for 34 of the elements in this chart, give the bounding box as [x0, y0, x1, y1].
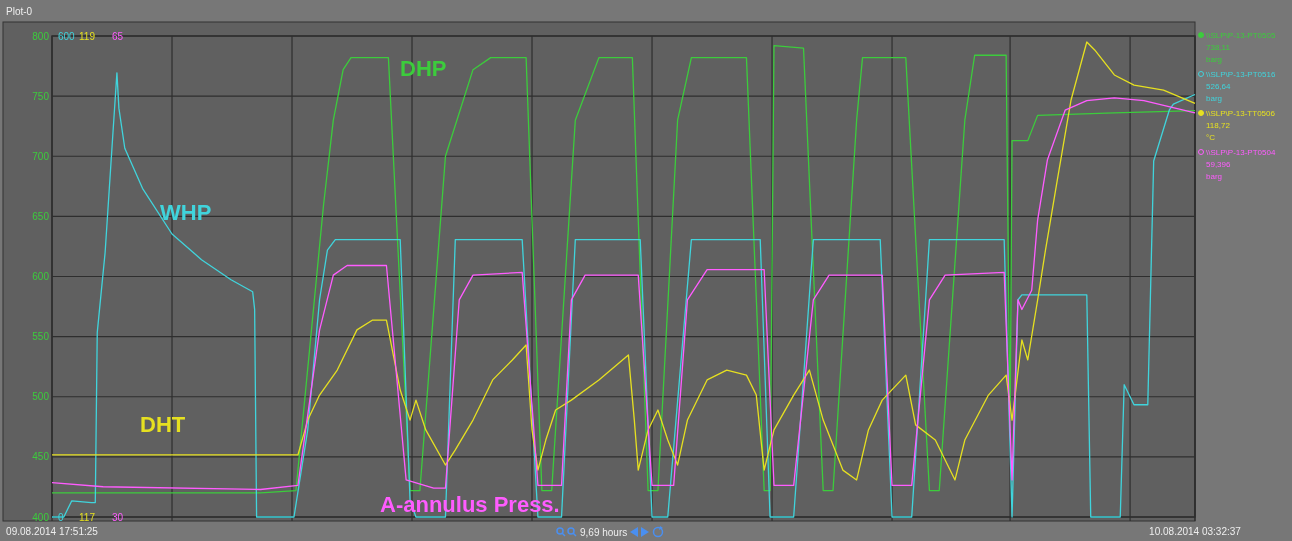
y-tick-label: 600 [32, 271, 50, 282]
y-tick-label: 450 [32, 451, 50, 463]
y2-tick-label: 600 [58, 30, 76, 42]
y-tick-label: 700 [32, 150, 50, 162]
x-tick-label: 09.08.2014 17:51:25 [6, 526, 99, 537]
y-tick-label: 650 [32, 210, 50, 222]
y-tick-label: 119 [79, 30, 96, 42]
y2-tick-label: 30 [112, 511, 124, 523]
y2-tick-label: 65 [112, 30, 124, 42]
y-tick-label: 117 [79, 511, 96, 523]
text: 738,11 [1206, 43, 1231, 52]
legend-label: \\SLP\P-13-PT0505 [1206, 31, 1276, 40]
y-tick-label: 400 [32, 511, 50, 523]
text: 526,64 [1206, 82, 1232, 91]
text: barg [1206, 94, 1223, 103]
text: 59,396 [1206, 160, 1232, 169]
x-axis-title: 9,69 hours [580, 527, 628, 538]
chart-title: Plot-0 [6, 6, 33, 17]
annotation: DHP [400, 56, 447, 81]
legend-label: \\SLP\P-13-PT0504 [1206, 148, 1276, 157]
y-tick-label: 500 [32, 391, 50, 403]
legend-label: \\SLP\P-13-TT0506 [1206, 109, 1276, 118]
y2-tick-label: 0 [58, 511, 64, 523]
text: barg [1206, 55, 1223, 64]
x-tick-label: 10.08.2014 03:32:37 [1149, 526, 1242, 537]
y-tick-label: 550 [32, 331, 50, 343]
y-tick-label: 750 [32, 90, 50, 102]
legend-label: \\SLP\P-13-PT0516 [1206, 70, 1276, 79]
text: °C [1206, 133, 1216, 142]
text: 118,72 [1206, 121, 1231, 130]
annotation: DHT [140, 412, 186, 437]
annotation: WHP [160, 200, 212, 225]
y-tick-label: 800 [32, 30, 50, 42]
text: barg [1206, 172, 1223, 181]
